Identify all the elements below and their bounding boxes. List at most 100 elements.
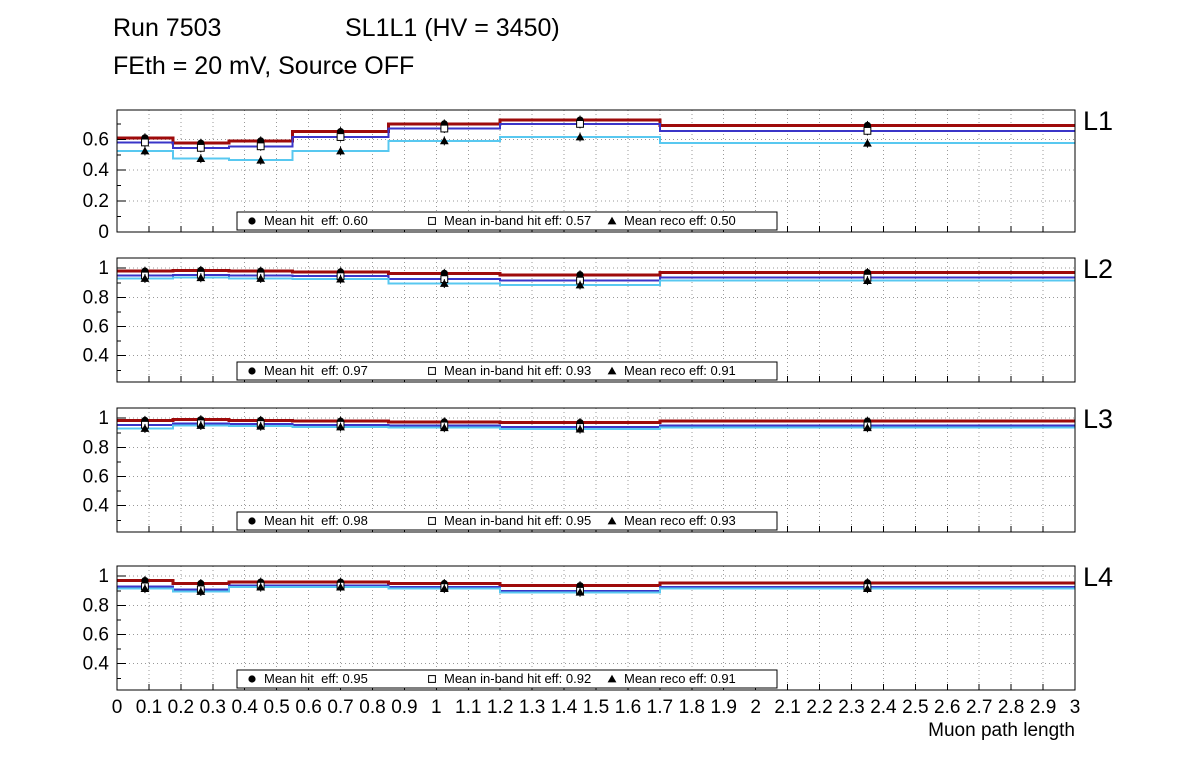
marker-triangle-icon (863, 423, 872, 432)
marker-triangle-icon (607, 366, 617, 375)
legend-entry: Mean in-band hit eff: 0.57 (444, 213, 591, 228)
marker-triangle-icon (256, 155, 266, 164)
legend-entry: Mean in-band hit eff: 0.95 (444, 513, 591, 528)
y-tick-label: 1 (98, 408, 109, 429)
x-tick-label: 1.9 (711, 697, 737, 718)
x-axis-labels: 0 0.1 0.2 0.3 0.4 0.5 0.6 0.7 0.8 0.9 1 1.1 1.2 1.3 1.… (112, 697, 1081, 718)
legend-L1: Mean hit eff: 0.60 Mean in-band hit eff: … (236, 211, 778, 231)
x-tick-label: 2.8 (998, 697, 1024, 718)
x-tick-label: 0.3 (200, 697, 226, 718)
marker-triangle-icon (336, 422, 345, 431)
marker-square-icon (440, 124, 449, 133)
legend-entry: Mean reco eff: 0.93 (624, 513, 736, 528)
y-tick-label: 0.6 (83, 317, 109, 338)
marker-triangle-icon (336, 146, 345, 155)
y-tick-label: 0.6 (83, 625, 109, 646)
legend-entry: Mean reco eff: 0.50 (624, 213, 736, 228)
x-tick-label: 1.7 (647, 697, 673, 718)
marker-triangle-icon (575, 424, 585, 433)
marker-circle-icon (141, 576, 149, 585)
x-tick-label: 2 (750, 697, 761, 718)
marker-triangle-icon (196, 421, 206, 429)
legend-entry: Mean reco eff: 0.91 (624, 363, 736, 378)
marker-circle-icon (248, 675, 256, 683)
legend-L2: Mean hit eff: 0.97 Mean in-band hit eff: … (236, 361, 778, 381)
marker-triangle-icon (196, 587, 206, 595)
x-tick-label: 2.6 (934, 697, 960, 718)
marker-triangle-icon (140, 584, 150, 593)
legend-entry: Mean hit eff: 0.95 (264, 671, 368, 686)
x-tick-label: 3 (1070, 697, 1081, 718)
series-hit (117, 579, 1075, 588)
marker-triangle-icon (607, 516, 617, 525)
marker-triangle-icon (607, 674, 617, 683)
y-tick-label: 0.4 (83, 654, 110, 675)
marker-square-icon (141, 138, 149, 147)
marker-square-icon (256, 142, 265, 151)
marker-triangle-icon (863, 276, 872, 285)
x-tick-label: 1.4 (551, 697, 578, 718)
x-tick-label: 1.2 (487, 697, 513, 718)
legend-box (236, 669, 778, 689)
marker-triangle-icon (863, 139, 872, 147)
panel-frame (116, 407, 1076, 533)
legend-L4: Mean hit eff: 0.95 Mean in-band hit eff: … (236, 669, 778, 689)
marker-triangle-icon (575, 132, 585, 141)
marker-circle-icon (248, 517, 256, 525)
y-tick-label: 1 (98, 566, 109, 587)
marker-triangle-icon (439, 423, 449, 432)
x-axis-title: Muon path length (928, 720, 1075, 741)
panel-L2: 0.4 0.6 0.8 1 Mean hit eff: 0.97 Mean in-band… (83, 254, 1113, 383)
x-tick-label: 0 (112, 697, 123, 718)
panel-L4: 0.4 0.6 0.8 1 Mean hit eff: 0.95 Mean in-band… (83, 562, 1113, 691)
marker-square-icon (196, 143, 205, 152)
chamber-title: SL1L1 (HV = 3450) (345, 14, 560, 42)
marker-triangle-icon (336, 582, 345, 591)
legend-entry: Mean in-band hit eff: 0.92 (444, 671, 591, 686)
marker-triangle-icon (140, 274, 150, 282)
marker-triangle-icon (863, 584, 872, 593)
marker-square-icon (863, 126, 872, 135)
marker-circle-icon (197, 579, 205, 588)
x-tick-label: 0.6 (295, 697, 321, 718)
x-tick-label: 1.8 (679, 697, 705, 718)
marker-triangle-icon (439, 279, 449, 287)
panel-frame (116, 257, 1076, 383)
x-tick-label: 0.2 (168, 697, 194, 718)
legend-box (236, 511, 778, 531)
marker-square-icon (428, 367, 436, 375)
x-tick-label: 1.5 (583, 697, 609, 718)
marker-triangle-icon (256, 422, 266, 430)
y-tick-label: 0.4 (83, 160, 110, 181)
legend-box (236, 211, 778, 231)
marker-circle-icon (248, 217, 256, 225)
panel-L3: 0.4 0.6 0.8 1 Mean hit eff: 0.98 Mean in-band… (83, 404, 1113, 533)
x-tick-label: 0.1 (136, 697, 162, 718)
x-tick-label: 2.3 (838, 697, 864, 718)
x-tick-label: 0.5 (263, 697, 289, 718)
x-tick-label: 2.1 (774, 697, 800, 718)
x-tick-label: 1.1 (455, 697, 481, 718)
panel-L1: 0 0.2 0.4 0.6 Mean hit eff: 0.60 Mean in-band… (83, 106, 1113, 243)
legend-box (236, 361, 778, 381)
marker-triangle-icon (607, 216, 617, 225)
marker-triangle-icon (140, 146, 150, 155)
x-tick-label: 2.7 (966, 697, 992, 718)
legend-entry: Mean hit eff: 0.60 (264, 213, 368, 228)
marker-square-icon (576, 119, 584, 128)
x-tick-label: 1.3 (519, 697, 545, 718)
legend-L3: Mean hit eff: 0.98 Mean in-band hit eff: … (236, 511, 778, 531)
marker-triangle-icon (336, 274, 345, 283)
marker-triangle-icon (575, 280, 585, 289)
marker-triangle-icon (196, 273, 206, 282)
y-tick-label: 0.6 (83, 129, 109, 150)
x-tick-label: 0.7 (327, 697, 353, 718)
marker-circle-icon (440, 269, 448, 277)
x-tick-label: 2.2 (806, 697, 832, 718)
settings-title: FEth = 20 mV, Source OFF (113, 52, 415, 80)
y-tick-label: 0.4 (83, 346, 110, 367)
marker-triangle-icon (196, 154, 206, 163)
marker-triangle-icon (575, 588, 585, 596)
